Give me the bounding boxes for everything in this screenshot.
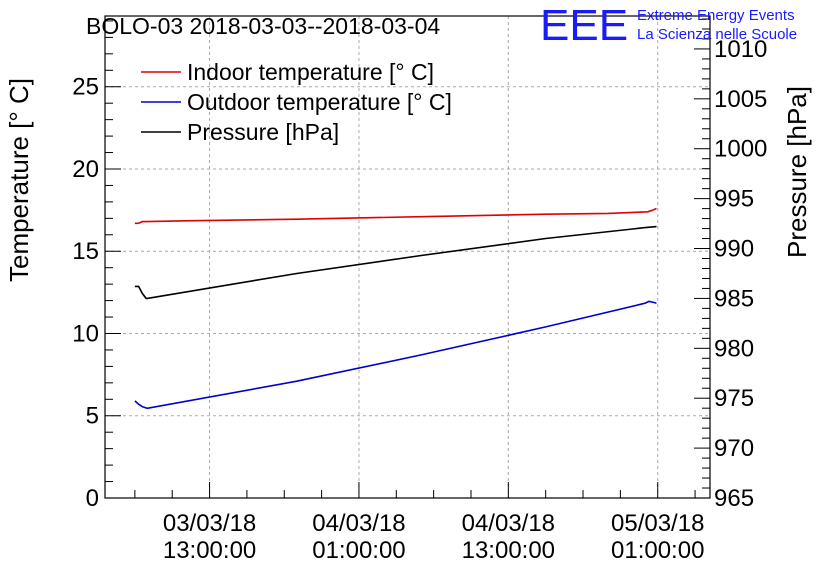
x-tick-date: 04/03/18 <box>462 510 555 537</box>
y-right-tick-label: 1010 <box>714 36 767 63</box>
grid <box>105 16 710 498</box>
y-right-tick-label: 975 <box>714 385 754 412</box>
x-tick-time: 01:00:00 <box>312 537 405 564</box>
legend-label-0: Indoor temperature [° C] <box>187 59 434 85</box>
y-right-tick-label: 995 <box>714 186 754 213</box>
y-right-tick-label: 985 <box>714 285 754 312</box>
series-group <box>134 207 657 410</box>
axis-right: 965 970 975 980 985 990 995 1000 1005 1010 <box>694 18 767 512</box>
y-tick-label: 0 <box>86 485 99 512</box>
y-tick-label: 10 <box>72 320 99 347</box>
plot-frame <box>104 15 711 499</box>
x-tick-time: 13:00:00 <box>163 537 256 564</box>
eee-logo-line2: La Scienza nelle Scuole <box>637 26 797 43</box>
legend-label-2: Pressure [hPa] <box>187 119 339 145</box>
y-right-tick-label: 970 <box>714 435 754 462</box>
y-axis-label: Temperature [° C] <box>4 78 34 282</box>
legend-label-1: Outdoor temperature [° C] <box>187 89 452 115</box>
series-line-2 <box>134 225 657 300</box>
y-right-tick-label: 1000 <box>714 136 767 163</box>
series-line-1 <box>134 300 657 410</box>
y-right-tick-label: 980 <box>714 335 754 362</box>
legend: Indoor temperature [° C] Outdoor temperat… <box>141 59 452 145</box>
y-right-tick-label: 1005 <box>714 86 767 113</box>
y-tick-label: 15 <box>72 238 99 265</box>
y-tick-label: 5 <box>86 403 99 430</box>
axis-left: 0 5 10 15 20 25 <box>72 20 121 512</box>
eee-logo-line1: Extreme Energy Events <box>637 7 795 24</box>
axis-x: 03/03/1813:00:0004/03/1801:00:0004/03/18… <box>134 482 704 564</box>
y-tick-label: 25 <box>72 74 99 101</box>
eee-logo-text: EEE <box>540 1 628 50</box>
x-tick-time: 13:00:00 <box>462 537 555 564</box>
y-right-tick-label: 965 <box>714 485 754 512</box>
x-tick-time: 01:00:00 <box>611 537 704 564</box>
x-tick-date: 05/03/18 <box>611 510 704 537</box>
y-axis-right-label: Pressure [hPa] <box>782 86 812 258</box>
series-line-0 <box>134 207 657 225</box>
y-tick-label: 20 <box>72 156 99 183</box>
chart-title: BOLO-03 2018-03-03--2018-03-04 <box>86 13 440 39</box>
x-tick-date: 03/03/18 <box>163 510 256 537</box>
y-right-tick-label: 990 <box>714 236 754 263</box>
x-tick-date: 04/03/18 <box>312 510 405 537</box>
